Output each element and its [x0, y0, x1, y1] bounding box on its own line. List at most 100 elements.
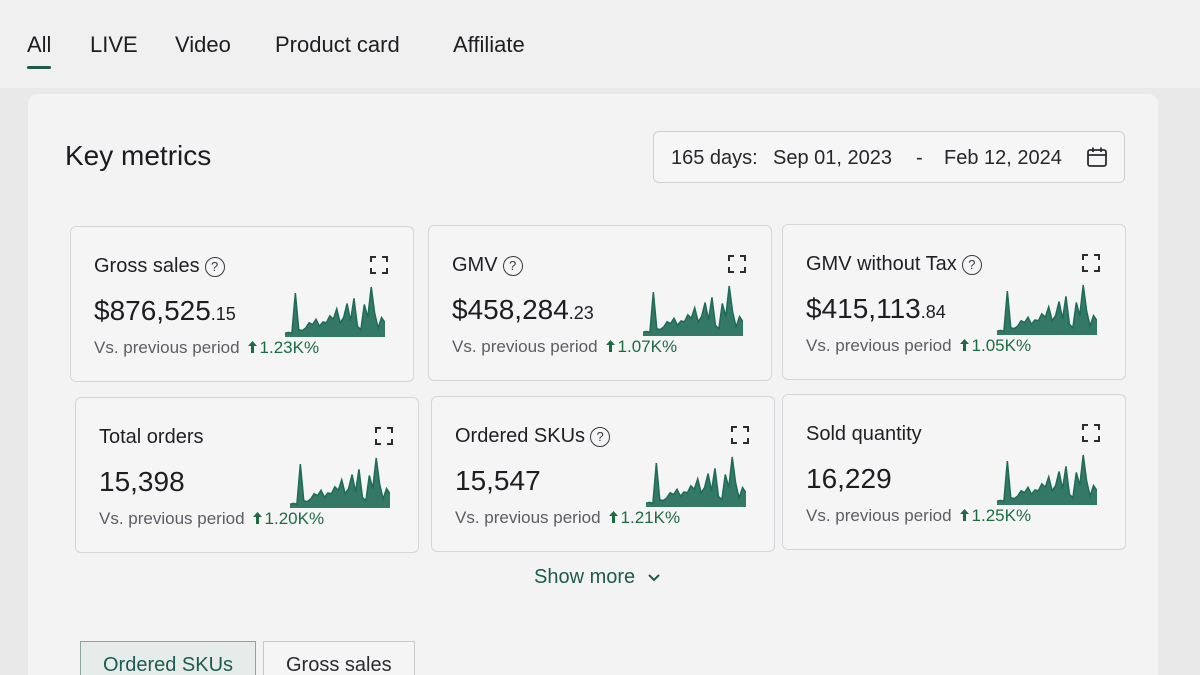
- metric-title: Gross sales?: [94, 255, 225, 278]
- sparkline-line: [643, 285, 743, 334]
- delta-value: 1.07K%: [617, 337, 678, 356]
- metric-comparison: Vs. previous period 1.20K%: [99, 509, 324, 529]
- expand-icon[interactable]: [1081, 253, 1101, 273]
- show-more-label: Show more: [534, 566, 636, 588]
- help-icon[interactable]: ?: [961, 254, 982, 275]
- page-title: Key metrics: [65, 140, 212, 171]
- expand-icon[interactable]: [730, 425, 750, 445]
- metric-value: 16,229: [806, 463, 892, 495]
- sparkline-chart: [290, 457, 390, 508]
- metric-title: Sold quantity: [806, 423, 922, 446]
- metric-title-text: Sold quantity: [806, 423, 922, 445]
- show-more-button[interactable]: Show more: [534, 566, 661, 589]
- metric-value-main: $458,284: [452, 294, 569, 325]
- metric-card-total-orders[interactable]: Total orders 15,398 Vs. previous period 1.2…: [75, 397, 419, 553]
- metric-value-main: $876,525: [94, 295, 211, 326]
- expand-icon[interactable]: [1081, 423, 1101, 443]
- delta-value: 1.20K%: [264, 509, 325, 528]
- metric-title-text: Ordered SKUs: [455, 425, 586, 447]
- metric-value: 15,398: [99, 466, 185, 498]
- metric-title: Total orders: [99, 426, 204, 449]
- metric-card-ordered-skus[interactable]: Ordered SKUs? 15,547 Vs. previous period 1.…: [431, 396, 775, 552]
- metric-card-gmv[interactable]: GMV? $458,284.23 Vs. previous period 1.07K%: [428, 225, 772, 381]
- expand-icon[interactable]: [374, 426, 394, 446]
- delta-value: 1.05K%: [971, 336, 1032, 355]
- metric-comparison: Vs. previous period 1.05K%: [806, 336, 1031, 356]
- help-icon[interactable]: ?: [502, 255, 523, 276]
- tab-affiliate[interactable]: Affiliate: [453, 32, 525, 57]
- tab-product-card[interactable]: Product card: [275, 32, 400, 57]
- comparison-label: Vs. previous period: [806, 506, 952, 525]
- help-icon[interactable]: ?: [590, 426, 611, 447]
- metric-value: $458,284.23: [452, 294, 594, 326]
- metric-title: GMV without Tax?: [806, 253, 982, 276]
- date-range-separator: -: [916, 147, 923, 169]
- help-icon[interactable]: ?: [204, 256, 225, 277]
- sparkline-chart: [997, 284, 1097, 335]
- expand-icon[interactable]: [727, 254, 747, 274]
- metric-value: $876,525.15: [94, 295, 236, 327]
- metric-value-main: 15,547: [455, 465, 541, 496]
- metric-value: 15,547: [455, 465, 541, 497]
- metric-comparison: Vs. previous period 1.25K%: [806, 506, 1031, 526]
- comparison-label: Vs. previous period: [94, 338, 240, 357]
- tab-live[interactable]: LIVE: [90, 32, 138, 57]
- content-type-tabs: All LIVE Video Product card Affiliate: [0, 0, 1200, 88]
- metric-comparison: Vs. previous period 1.21K%: [455, 508, 680, 528]
- delta-badge: 1.23K%: [247, 338, 320, 357]
- delta-badge: 1.07K%: [605, 337, 678, 356]
- sparkline-line: [997, 454, 1097, 503]
- metric-title: Ordered SKUs?: [455, 425, 611, 448]
- calendar-icon: [1087, 147, 1107, 167]
- arrow-up-icon: [252, 512, 262, 524]
- date-range-end: Feb 12, 2024: [944, 147, 1062, 169]
- tab-all[interactable]: All: [27, 32, 52, 69]
- metric-value-cents: .23: [568, 303, 594, 323]
- metric-value-main: $415,113: [806, 293, 921, 324]
- sparkline-line: [290, 457, 390, 506]
- metric-title: GMV?: [452, 254, 523, 277]
- metric-title-text: GMV: [452, 254, 498, 276]
- metric-card-sold-quantity[interactable]: Sold quantity 16,229 Vs. previous period 1.…: [782, 394, 1126, 550]
- expand-icon[interactable]: [369, 255, 389, 275]
- sparkline-area: [290, 458, 390, 508]
- arrow-up-icon: [959, 339, 969, 351]
- metric-title-text: Gross sales: [94, 255, 200, 277]
- sparkline-chart: [997, 454, 1097, 505]
- sparkline-line: [646, 456, 746, 505]
- date-range-picker[interactable]: 165 days: Sep 01, 2023 - Feb 12, 2024: [653, 131, 1125, 183]
- sparkline-chart: [643, 285, 743, 336]
- delta-badge: 1.21K%: [608, 508, 681, 527]
- sparkline-line: [997, 284, 1097, 333]
- date-range-days: 165 days:: [671, 147, 758, 169]
- metric-title-text: Total orders: [99, 426, 204, 448]
- comparison-label: Vs. previous period: [452, 337, 598, 356]
- delta-badge: 1.05K%: [959, 336, 1032, 355]
- tab-video[interactable]: Video: [175, 32, 231, 57]
- sparkline-area: [997, 455, 1097, 505]
- metric-value-cents: .84: [920, 302, 946, 322]
- metric-value-cents: .15: [210, 304, 236, 324]
- metric-value: $415,113.84: [806, 293, 946, 325]
- sparkline-area: [997, 285, 1097, 335]
- arrow-up-icon: [605, 340, 615, 352]
- arrow-up-icon: [608, 511, 618, 523]
- key-metrics-panel: [28, 94, 1158, 675]
- date-range-start: Sep 01, 2023: [773, 147, 892, 169]
- delta-value: 1.21K%: [620, 508, 681, 527]
- delta-value: 1.23K%: [259, 338, 320, 357]
- sparkline-chart: [285, 286, 385, 337]
- arrow-up-icon: [959, 509, 969, 521]
- metric-value-main: 16,229: [806, 463, 892, 494]
- metric-value-main: 15,398: [99, 466, 185, 497]
- delta-badge: 1.25K%: [959, 506, 1031, 525]
- sparkline-area: [646, 457, 746, 507]
- subtab-gross-sales[interactable]: Gross sales: [263, 641, 415, 675]
- metric-card-gmv-without-tax[interactable]: GMV without Tax? $415,113.84 Vs. previous …: [782, 224, 1126, 380]
- subtab-ordered-skus[interactable]: Ordered SKUs: [80, 641, 257, 675]
- metric-card-gross-sales[interactable]: Gross sales? $876,525.15 Vs. previous peri…: [70, 226, 414, 382]
- comparison-label: Vs. previous period: [806, 336, 952, 355]
- arrow-up-icon: [247, 341, 257, 353]
- metric-comparison: Vs. previous period 1.07K%: [452, 337, 677, 357]
- comparison-label: Vs. previous period: [99, 509, 245, 528]
